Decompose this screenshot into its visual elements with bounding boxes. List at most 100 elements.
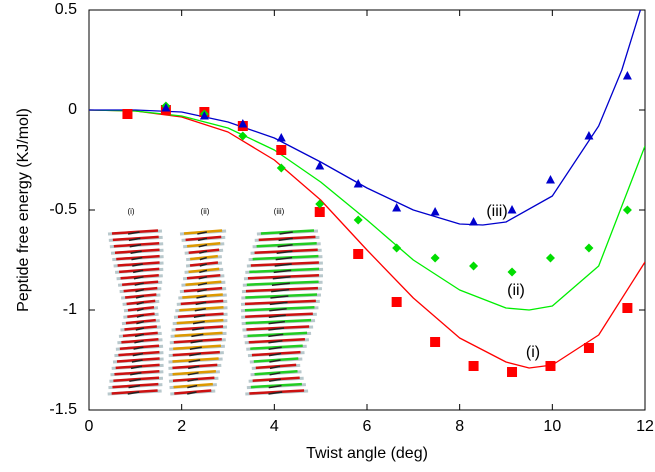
inset-strand-shadow <box>268 327 285 331</box>
inset-strand-shadow <box>127 231 140 235</box>
inset-strand-shadow <box>279 231 293 235</box>
inset-strand-shadow <box>131 256 143 261</box>
inset-strand <box>180 299 224 306</box>
inset-strand <box>187 242 221 248</box>
inset-strand-shadow <box>130 250 142 254</box>
inset-strand-shadow <box>270 295 289 299</box>
inset-strand <box>113 242 160 248</box>
inset-strand <box>173 344 221 350</box>
inset-strand-shadow <box>269 301 288 306</box>
point-diamond <box>545 253 555 263</box>
inset-strand <box>248 338 305 344</box>
inset-strand-shadow <box>268 320 285 325</box>
inset-strand <box>119 344 160 350</box>
inset-strand <box>251 350 301 357</box>
inset-strand-shadow <box>199 269 208 274</box>
inset-strand-shadow <box>136 320 145 325</box>
inset-strand <box>246 325 310 331</box>
inset-strand <box>114 370 160 376</box>
inset-strand-shadow <box>196 295 207 299</box>
inset-strand <box>244 299 316 306</box>
inset-strand <box>116 254 160 261</box>
inset-strand <box>121 280 159 286</box>
inset-strand-shadow <box>277 244 293 248</box>
inset-strand-shadow <box>268 340 283 344</box>
inset-strand <box>118 267 160 274</box>
point-triangle <box>199 111 209 120</box>
point-triangle <box>507 205 517 214</box>
inset-strand-shadow <box>268 378 281 382</box>
x-tick-label: 0 <box>85 418 94 435</box>
inset-strand-shadow <box>269 308 287 312</box>
inset-strand-shadow <box>133 276 144 280</box>
y-tick-label: -0.5 <box>49 201 77 218</box>
inset-strand-shadow <box>268 391 283 395</box>
inset-strand-shadow <box>197 231 208 235</box>
inset-strand <box>260 229 315 235</box>
point-triangle <box>584 131 594 140</box>
point-square <box>122 109 133 119</box>
inset-strand-shadow <box>132 352 144 357</box>
point-diamond <box>507 267 517 277</box>
inset-strand-shadow <box>272 276 291 280</box>
y-axis-label: Peptide free energy (KJ/mol) <box>15 108 32 312</box>
inset-strand-shadow <box>189 346 202 350</box>
point-diamond <box>392 243 402 253</box>
inset-strand-shadow <box>189 352 202 357</box>
y-tick-label: -1 <box>63 301 77 318</box>
point-square <box>353 249 364 259</box>
inset-strand <box>173 382 213 389</box>
inset-image <box>106 225 326 400</box>
inset-strand-shadow <box>268 352 282 357</box>
inset-strand-shadow <box>268 314 286 318</box>
inset-strand <box>172 370 216 376</box>
inset-strand-shadow <box>197 288 207 293</box>
inset-strand-shadow <box>271 288 290 293</box>
inset-strand <box>250 261 319 267</box>
x-tick-label: 4 <box>270 418 279 435</box>
inset-strand-shadow <box>268 384 282 389</box>
inset-strand <box>112 235 159 242</box>
inset-strand-shadow <box>274 263 292 267</box>
inset-strand <box>111 389 158 395</box>
inset-strand <box>183 286 223 293</box>
inset-strand-shadow <box>273 269 292 274</box>
inset-strand-shadow <box>136 314 144 318</box>
point-diamond <box>622 205 632 215</box>
inset-strand <box>185 280 222 286</box>
inset-strand <box>174 331 223 338</box>
inset-strand-shadow <box>128 237 141 242</box>
inset-strand <box>256 242 317 248</box>
inset-strand-shadow <box>275 256 293 261</box>
inset-strand <box>245 286 318 293</box>
inset-strand-shadow <box>187 372 199 376</box>
x-tick-label: 12 <box>636 418 654 435</box>
inset-strand <box>115 363 160 370</box>
inset-strand-shadow <box>187 391 197 395</box>
inset-strand-shadow <box>198 276 208 280</box>
inset-strand <box>112 382 159 389</box>
inset-strand <box>250 344 303 350</box>
inset-strand <box>247 274 320 280</box>
inset-strand <box>125 293 157 299</box>
inset-strand <box>174 389 212 395</box>
inset-strand-shadow <box>129 244 142 248</box>
inset-strand-shadow <box>193 314 206 318</box>
point-square <box>583 343 594 353</box>
inset-strand <box>125 318 156 325</box>
inset-strand-shadow <box>269 372 281 376</box>
point-square <box>391 297 402 307</box>
point-triangle <box>622 71 632 80</box>
inset-strand <box>186 274 221 280</box>
inset-strand-shadow <box>135 327 145 331</box>
inset-strand <box>172 350 220 357</box>
inset-strand <box>172 357 219 363</box>
inset-strand-shadow <box>127 391 140 395</box>
inset-strand-shadow <box>195 301 207 306</box>
inset-strand-shadow <box>130 372 142 376</box>
inset-strand-shadow <box>131 359 143 363</box>
inset-strand-shadow <box>135 295 145 299</box>
point-triangle <box>276 133 286 142</box>
inset-strand <box>118 350 160 357</box>
